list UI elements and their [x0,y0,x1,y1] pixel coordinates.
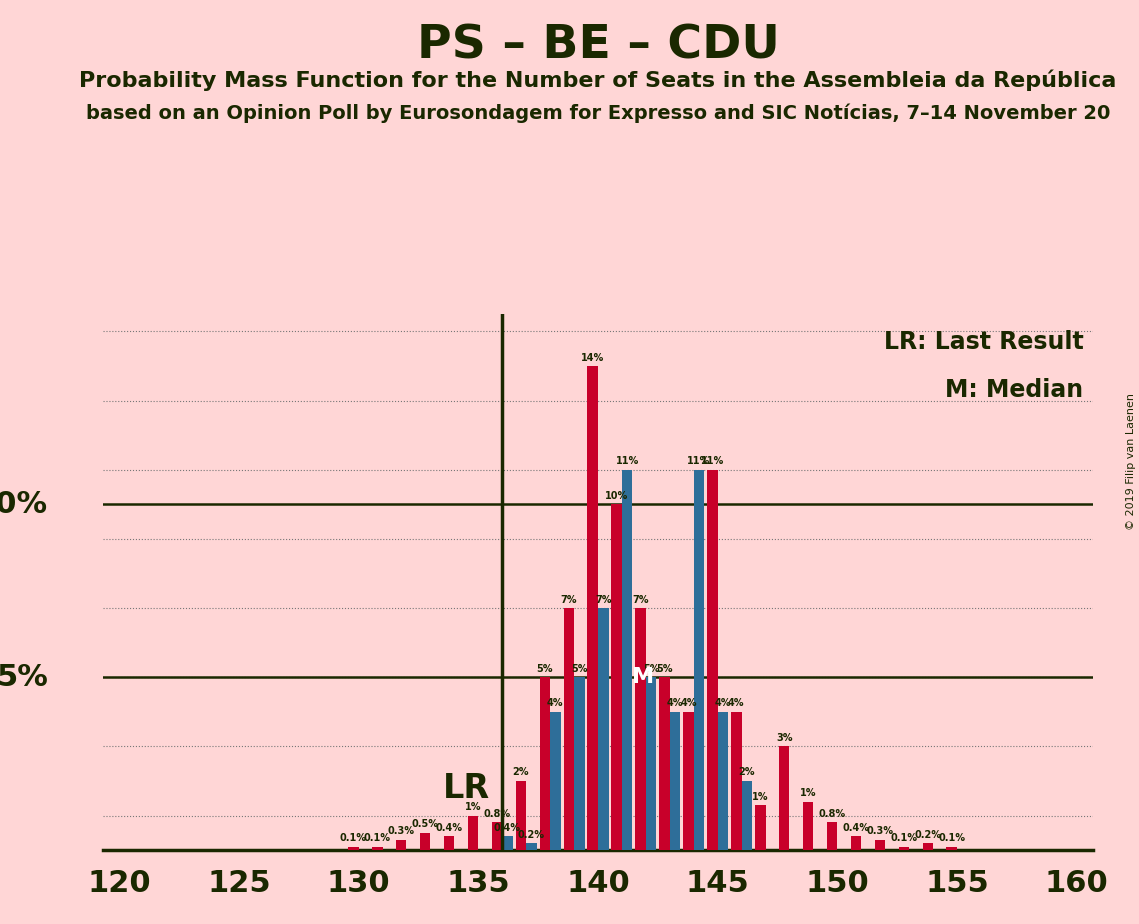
Bar [396,840,407,850]
Bar [612,505,622,850]
Text: 7%: 7% [560,595,577,604]
Bar [803,802,813,850]
Text: 10%: 10% [605,491,629,501]
Text: 0.1%: 0.1% [363,833,391,844]
Text: 2%: 2% [738,768,755,777]
Text: PS – BE – CDU: PS – BE – CDU [417,23,779,68]
Text: M: Median: M: Median [945,379,1083,403]
Bar [827,822,837,850]
Bar [574,677,584,850]
Text: 0.4%: 0.4% [494,822,521,833]
Text: 4%: 4% [680,699,697,709]
Bar [526,844,536,850]
Bar [516,781,526,850]
Text: M: M [632,667,655,687]
Text: 11%: 11% [615,456,639,467]
Bar [755,805,765,850]
Bar [564,608,574,850]
Text: 4%: 4% [666,699,683,709]
Text: 0.4%: 0.4% [435,822,462,833]
Bar [492,822,502,850]
Text: 1%: 1% [465,802,482,812]
Text: 0.1%: 0.1% [339,833,367,844]
Text: 3%: 3% [776,733,793,743]
Text: 5%: 5% [536,663,554,674]
Bar [646,677,656,850]
Bar [540,677,550,850]
Bar [444,836,454,850]
Bar [947,846,957,850]
Bar [550,711,560,850]
Bar [923,844,933,850]
Bar [899,846,909,850]
Text: Probability Mass Function for the Number of Seats in the Assembleia da República: Probability Mass Function for the Number… [80,69,1116,91]
Text: 1%: 1% [800,788,817,798]
Text: 0.8%: 0.8% [819,809,845,819]
Text: 4%: 4% [728,699,745,709]
Text: 0.3%: 0.3% [867,826,893,836]
Bar [588,366,598,850]
Text: 11%: 11% [700,456,724,467]
Text: 1%: 1% [752,792,769,802]
Text: 2%: 2% [513,768,530,777]
Text: 10%: 10% [0,490,48,518]
Bar [420,833,431,850]
Bar [636,608,646,850]
Bar [670,711,680,850]
Text: 0.5%: 0.5% [411,820,439,830]
Bar [622,469,632,850]
Text: 0.1%: 0.1% [939,833,965,844]
Text: 7%: 7% [595,595,612,604]
Text: LR: Last Result: LR: Last Result [884,330,1083,354]
Text: based on an Opinion Poll by Eurosondagem for Expresso and SIC Notícias, 7–14 Nov: based on an Opinion Poll by Eurosondagem… [85,103,1111,123]
Text: 14%: 14% [581,353,605,362]
Text: 5%: 5% [656,663,673,674]
Bar [694,469,704,850]
Bar [707,469,718,850]
Bar [731,711,741,850]
Text: 0.3%: 0.3% [387,826,415,836]
Bar [598,608,608,850]
Text: 0.1%: 0.1% [891,833,917,844]
Text: 4%: 4% [714,699,731,709]
Text: 5%: 5% [0,663,48,692]
Bar [741,781,752,850]
Text: 0.8%: 0.8% [483,809,510,819]
Bar [718,711,728,850]
Bar [779,747,789,850]
Text: 0.4%: 0.4% [843,822,869,833]
Text: 0.2%: 0.2% [915,830,941,840]
Text: 5%: 5% [571,663,588,674]
Bar [851,836,861,850]
Bar [468,816,478,850]
Bar [659,677,670,850]
Bar [683,711,694,850]
Bar [875,840,885,850]
Bar [372,846,383,850]
Text: 7%: 7% [632,595,649,604]
Text: 5%: 5% [642,663,659,674]
Bar [349,846,359,850]
Text: LR: LR [442,772,490,805]
Text: 11%: 11% [687,456,711,467]
Bar [502,836,513,850]
Text: 4%: 4% [547,699,564,709]
Text: 0.2%: 0.2% [518,830,544,840]
Text: © 2019 Filip van Laenen: © 2019 Filip van Laenen [1126,394,1136,530]
